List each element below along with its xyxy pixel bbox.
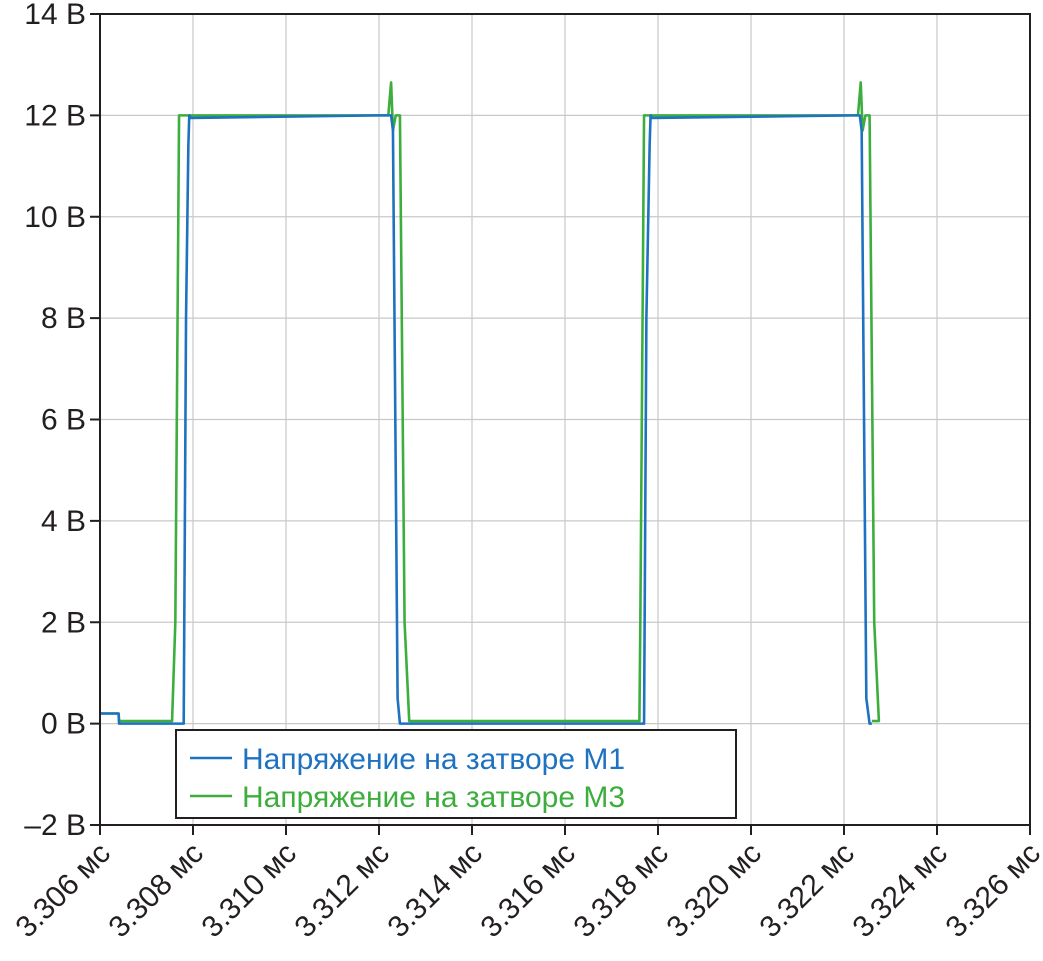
x-tick-label-8: 3.322 мс [753,837,861,945]
x-tick-label-2: 3.310 мс [195,837,303,945]
y-tick-label-5: 4 В [41,505,86,538]
x-tick-label-7: 3.320 мс [660,837,768,945]
y-tick-label-6: 2 В [41,606,86,639]
x-tick-label-3: 3.312 мс [288,837,396,945]
legend-box [175,729,737,819]
x-tick-label-9: 3.324 мс [846,837,954,945]
x-tick-label-1: 3.308 мс [102,837,210,945]
y-axis-ticks: 14 В 12 В 10 В 8 В 6 В 4 В 2 В 0 В –2 В [24,0,100,842]
x-tick-label-4: 3.314 мс [381,837,489,945]
x-tick-label-5: 3.316 мс [474,837,582,945]
y-tick-label-0: 14 В [24,0,86,31]
y-tick-label-4: 6 В [41,404,86,437]
y-tick-label-7: 0 В [41,708,86,741]
grid [99,13,1031,826]
x-tick-label-0: 3.306 мс [9,837,117,945]
legend: Напряжение на затворе М1 Напряжение на з… [175,729,737,819]
x-tick-label-6: 3.318 мс [567,837,675,945]
series-layer [100,81,881,725]
legend-label-m1: Напряжение на затворе М1 [242,743,625,776]
x-axis-ticks: 3.306 мс3.308 мс3.310 мс3.312 мс3.314 мс… [9,825,1043,944]
y-tick-label-1: 12 В [24,99,86,132]
series-line-m1 [100,114,872,725]
y-tick-label-2: 10 В [24,201,86,234]
y-tick-label-3: 8 В [41,302,86,335]
legend-label-m3: Напряжение на затворе М3 [242,781,625,814]
y-tick-label-8: –2 В [24,809,86,842]
x-tick-label-10: 3.326 мс [939,837,1043,945]
series-line-m3 [100,81,881,723]
